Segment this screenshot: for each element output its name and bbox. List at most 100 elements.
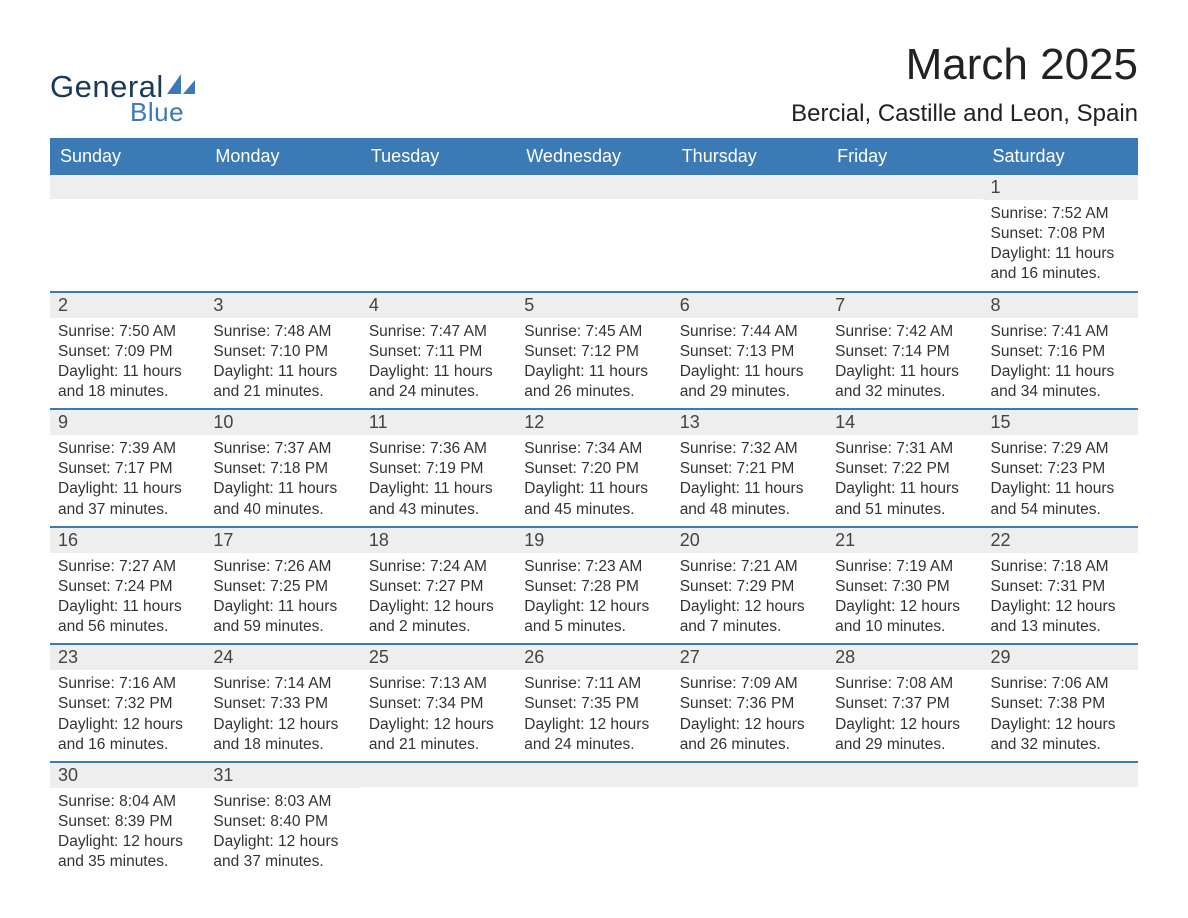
day-line: Sunset: 7:19 PM [369, 459, 508, 479]
day-number [361, 763, 516, 787]
day-line: Sunset: 8:39 PM [58, 812, 197, 832]
calendar-week: 1Sunrise: 7:52 AMSunset: 7:08 PMDaylight… [50, 175, 1138, 292]
day-line: Sunset: 7:23 PM [991, 459, 1130, 479]
day-line: and 37 minutes. [58, 500, 197, 520]
day-line: Sunset: 7:24 PM [58, 577, 197, 597]
day-line: Sunset: 7:34 PM [369, 694, 508, 714]
day-line: Sunset: 7:21 PM [680, 459, 819, 479]
day-content [827, 199, 982, 269]
day-line: and 40 minutes. [213, 500, 352, 520]
day-content: Sunrise: 7:31 AMSunset: 7:22 PMDaylight:… [827, 435, 982, 526]
day-line: Sunrise: 7:23 AM [524, 557, 663, 577]
day-line: Sunrise: 7:42 AM [835, 322, 974, 342]
day-line: Daylight: 12 hours [213, 715, 352, 735]
day-content [516, 199, 671, 269]
day-content: Sunrise: 7:14 AMSunset: 7:33 PMDaylight:… [205, 670, 360, 761]
calendar-cell: 31Sunrise: 8:03 AMSunset: 8:40 PMDayligh… [205, 762, 360, 879]
day-line: Sunset: 7:12 PM [524, 342, 663, 362]
day-line: Sunrise: 7:36 AM [369, 439, 508, 459]
day-line: Daylight: 11 hours [680, 362, 819, 382]
day-number: 4 [361, 293, 516, 318]
calendar-cell: 29Sunrise: 7:06 AMSunset: 7:38 PMDayligh… [983, 644, 1138, 762]
day-line: Sunrise: 7:09 AM [680, 674, 819, 694]
day-line: Sunset: 7:22 PM [835, 459, 974, 479]
day-line: Sunrise: 7:39 AM [58, 439, 197, 459]
day-line: Daylight: 12 hours [835, 715, 974, 735]
calendar-cell: 27Sunrise: 7:09 AMSunset: 7:36 PMDayligh… [672, 644, 827, 762]
day-number [827, 763, 982, 787]
day-line: Sunset: 7:35 PM [524, 694, 663, 714]
calendar-cell: 7Sunrise: 7:42 AMSunset: 7:14 PMDaylight… [827, 292, 982, 410]
calendar-cell: 10Sunrise: 7:37 AMSunset: 7:18 PMDayligh… [205, 409, 360, 527]
day-line: Daylight: 12 hours [991, 715, 1130, 735]
day-content: Sunrise: 7:52 AMSunset: 7:08 PMDaylight:… [983, 200, 1138, 291]
calendar-cell: 11Sunrise: 7:36 AMSunset: 7:19 PMDayligh… [361, 409, 516, 527]
day-content: Sunrise: 7:09 AMSunset: 7:36 PMDaylight:… [672, 670, 827, 761]
day-line: and 34 minutes. [991, 382, 1130, 402]
calendar-cell: 15Sunrise: 7:29 AMSunset: 7:23 PMDayligh… [983, 409, 1138, 527]
day-content [827, 787, 982, 857]
day-line: Sunrise: 7:27 AM [58, 557, 197, 577]
day-line: and 7 minutes. [680, 617, 819, 637]
day-number: 1 [983, 175, 1138, 200]
day-content [516, 787, 671, 857]
day-number: 13 [672, 410, 827, 435]
calendar-week: 23Sunrise: 7:16 AMSunset: 7:32 PMDayligh… [50, 644, 1138, 762]
calendar-cell [361, 762, 516, 879]
calendar-cell: 13Sunrise: 7:32 AMSunset: 7:21 PMDayligh… [672, 409, 827, 527]
day-line: Sunrise: 7:13 AM [369, 674, 508, 694]
day-line: and 54 minutes. [991, 500, 1130, 520]
day-content [672, 199, 827, 269]
day-line: Sunset: 7:33 PM [213, 694, 352, 714]
calendar-cell: 6Sunrise: 7:44 AMSunset: 7:13 PMDaylight… [672, 292, 827, 410]
day-line: Daylight: 12 hours [524, 715, 663, 735]
day-number: 22 [983, 528, 1138, 553]
day-content: Sunrise: 7:13 AMSunset: 7:34 PMDaylight:… [361, 670, 516, 761]
day-number: 25 [361, 645, 516, 670]
dayname-sunday: Sunday [50, 138, 205, 175]
calendar-cell: 30Sunrise: 8:04 AMSunset: 8:39 PMDayligh… [50, 762, 205, 879]
day-number: 11 [361, 410, 516, 435]
day-number: 29 [983, 645, 1138, 670]
calendar-week: 2Sunrise: 7:50 AMSunset: 7:09 PMDaylight… [50, 292, 1138, 410]
calendar-cell [983, 762, 1138, 879]
day-line: Sunrise: 7:26 AM [213, 557, 352, 577]
calendar-cell: 26Sunrise: 7:11 AMSunset: 7:35 PMDayligh… [516, 644, 671, 762]
day-number: 15 [983, 410, 1138, 435]
day-content [205, 199, 360, 269]
day-content: Sunrise: 8:04 AMSunset: 8:39 PMDaylight:… [50, 788, 205, 879]
day-content: Sunrise: 7:27 AMSunset: 7:24 PMDaylight:… [50, 553, 205, 644]
logo-text-blue: Blue [130, 97, 184, 128]
day-number [50, 175, 205, 199]
calendar-cell: 21Sunrise: 7:19 AMSunset: 7:30 PMDayligh… [827, 527, 982, 645]
day-content: Sunrise: 7:39 AMSunset: 7:17 PMDaylight:… [50, 435, 205, 526]
day-number [672, 175, 827, 199]
day-number: 18 [361, 528, 516, 553]
day-line: Sunset: 7:18 PM [213, 459, 352, 479]
day-line: Sunrise: 7:52 AM [991, 204, 1130, 224]
calendar-week: 16Sunrise: 7:27 AMSunset: 7:24 PMDayligh… [50, 527, 1138, 645]
day-line: Daylight: 11 hours [835, 479, 974, 499]
day-line: Sunrise: 7:34 AM [524, 439, 663, 459]
day-content: Sunrise: 7:18 AMSunset: 7:31 PMDaylight:… [983, 553, 1138, 644]
day-content: Sunrise: 7:48 AMSunset: 7:10 PMDaylight:… [205, 318, 360, 409]
day-line: Sunset: 7:10 PM [213, 342, 352, 362]
day-line: Sunset: 8:40 PM [213, 812, 352, 832]
day-line: Daylight: 11 hours [213, 362, 352, 382]
day-line: and 10 minutes. [835, 617, 974, 637]
month-title: March 2025 [791, 40, 1138, 90]
day-line: and 29 minutes. [680, 382, 819, 402]
day-line: Daylight: 11 hours [991, 244, 1130, 264]
day-line: and 5 minutes. [524, 617, 663, 637]
day-number: 21 [827, 528, 982, 553]
calendar-cell: 23Sunrise: 7:16 AMSunset: 7:32 PMDayligh… [50, 644, 205, 762]
calendar-cell [516, 175, 671, 292]
day-line: Sunset: 7:36 PM [680, 694, 819, 714]
day-number: 16 [50, 528, 205, 553]
day-number: 26 [516, 645, 671, 670]
calendar-cell [827, 762, 982, 879]
calendar-cell: 3Sunrise: 7:48 AMSunset: 7:10 PMDaylight… [205, 292, 360, 410]
calendar-cell: 9Sunrise: 7:39 AMSunset: 7:17 PMDaylight… [50, 409, 205, 527]
day-line: Sunset: 7:37 PM [835, 694, 974, 714]
day-number: 31 [205, 763, 360, 788]
